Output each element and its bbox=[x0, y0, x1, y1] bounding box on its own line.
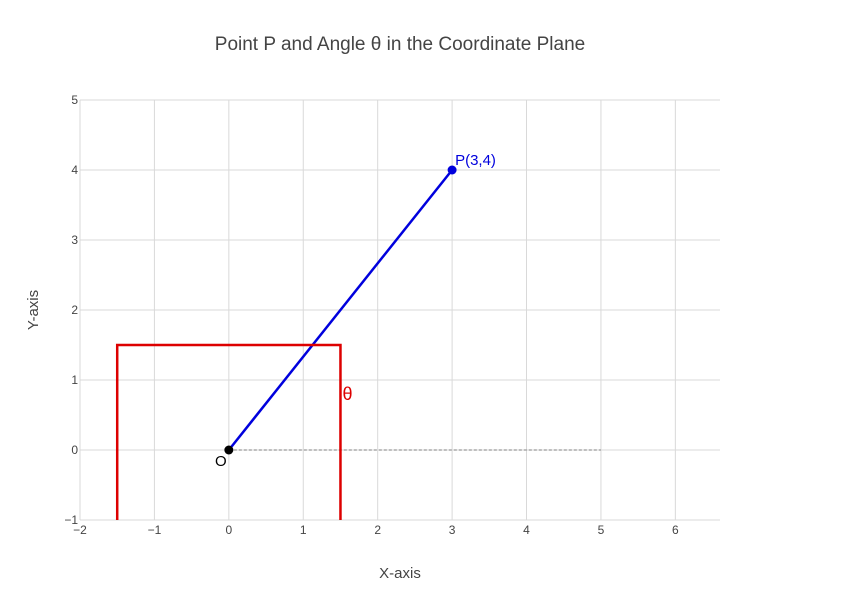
x-axis-label: X-axis bbox=[379, 565, 421, 582]
x-tick-label: −2 bbox=[73, 523, 87, 537]
x-tick-label: 0 bbox=[225, 523, 232, 537]
x-axis-ticks: −2 −1 0 1 2 3 4 5 6 bbox=[73, 523, 679, 537]
y-tick-label: 2 bbox=[71, 303, 78, 317]
y-tick-label: 5 bbox=[71, 93, 78, 107]
x-tick-label: −1 bbox=[148, 523, 162, 537]
angle-bracket-line bbox=[115, 343, 342, 520]
y-axis-ticks: −1 0 1 2 3 4 5 bbox=[64, 93, 78, 527]
series-layer bbox=[115, 169, 601, 520]
points-layer: O P(3,4) bbox=[215, 152, 496, 470]
theta-label: θ bbox=[342, 384, 352, 404]
point-p-label: P(3,4) bbox=[455, 152, 496, 169]
y-tick-label: −1 bbox=[64, 513, 78, 527]
x-tick-label: 1 bbox=[300, 523, 307, 537]
origin-point bbox=[224, 445, 234, 455]
x-tick-label: 3 bbox=[449, 523, 456, 537]
x-tick-label: 6 bbox=[672, 523, 679, 537]
y-axis-label: Y-axis bbox=[25, 290, 42, 330]
x-tick-label: 4 bbox=[523, 523, 530, 537]
y-tick-label: 4 bbox=[71, 163, 78, 177]
y-tick-label: 3 bbox=[71, 233, 78, 247]
annotations-layer: θ bbox=[342, 384, 352, 404]
y-tick-label: 0 bbox=[71, 443, 78, 457]
y-tick-label: 1 bbox=[71, 373, 78, 387]
x-tick-label: 2 bbox=[374, 523, 381, 537]
segment-op-line bbox=[227, 169, 454, 451]
chart-title: Point P and Angle θ in the Coordinate Pl… bbox=[215, 34, 585, 55]
x-tick-label: 5 bbox=[598, 523, 605, 537]
point-p bbox=[447, 165, 457, 175]
origin-label: O bbox=[215, 453, 227, 470]
grid bbox=[79, 99, 720, 521]
